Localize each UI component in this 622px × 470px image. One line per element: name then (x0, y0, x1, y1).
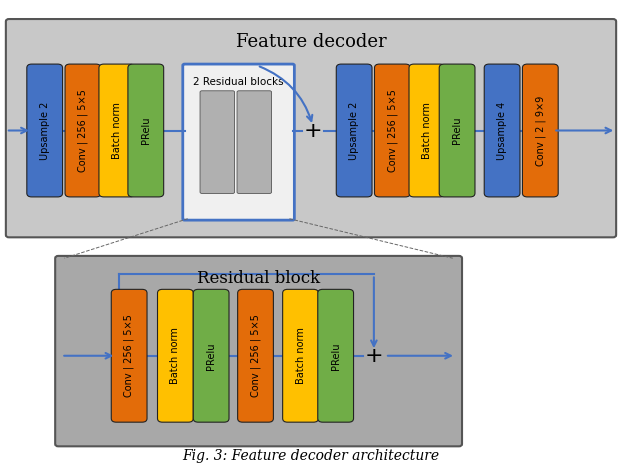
Text: Fig. 3: Feature decoder architecture: Fig. 3: Feature decoder architecture (182, 448, 440, 462)
FancyBboxPatch shape (374, 64, 411, 197)
Text: Batch norm: Batch norm (295, 327, 305, 384)
Text: 2 Residual blocks: 2 Residual blocks (193, 77, 284, 87)
Text: PRelu: PRelu (452, 117, 462, 144)
Text: Upsample 2: Upsample 2 (40, 102, 50, 160)
Text: +: + (304, 120, 322, 141)
Text: PRelu: PRelu (206, 342, 216, 369)
FancyBboxPatch shape (237, 91, 272, 194)
FancyBboxPatch shape (522, 64, 558, 197)
Text: Conv | 256 | 5×5: Conv | 256 | 5×5 (387, 89, 397, 172)
Text: Upsample 2: Upsample 2 (349, 102, 359, 160)
Text: Conv | 2 | 9×9: Conv | 2 | 9×9 (535, 95, 545, 165)
FancyBboxPatch shape (200, 91, 234, 194)
FancyBboxPatch shape (6, 19, 616, 237)
Text: Conv | 256 | 5×5: Conv | 256 | 5×5 (250, 314, 261, 397)
FancyBboxPatch shape (183, 64, 294, 220)
FancyBboxPatch shape (439, 64, 475, 197)
Text: Batch norm: Batch norm (112, 102, 122, 159)
Text: Feature decoder: Feature decoder (236, 33, 386, 51)
FancyBboxPatch shape (337, 64, 372, 197)
FancyBboxPatch shape (27, 64, 63, 197)
FancyBboxPatch shape (55, 256, 462, 446)
FancyBboxPatch shape (99, 64, 135, 197)
FancyBboxPatch shape (282, 290, 318, 422)
FancyBboxPatch shape (157, 290, 193, 422)
FancyBboxPatch shape (484, 64, 520, 197)
Text: PRelu: PRelu (141, 117, 151, 144)
Text: Batch norm: Batch norm (422, 102, 432, 159)
FancyBboxPatch shape (193, 290, 229, 422)
Text: PRelu: PRelu (331, 342, 341, 369)
Text: Conv | 256 | 5×5: Conv | 256 | 5×5 (78, 89, 88, 172)
FancyBboxPatch shape (238, 290, 274, 422)
Text: Batch norm: Batch norm (170, 327, 180, 384)
FancyBboxPatch shape (111, 290, 147, 422)
FancyBboxPatch shape (128, 64, 164, 197)
Text: +: + (364, 346, 383, 366)
FancyBboxPatch shape (409, 64, 445, 197)
FancyBboxPatch shape (65, 64, 101, 197)
FancyBboxPatch shape (318, 290, 353, 422)
Text: Upsample 4: Upsample 4 (497, 102, 507, 160)
Text: Conv | 256 | 5×5: Conv | 256 | 5×5 (124, 314, 134, 397)
Text: Residual block: Residual block (197, 270, 320, 287)
